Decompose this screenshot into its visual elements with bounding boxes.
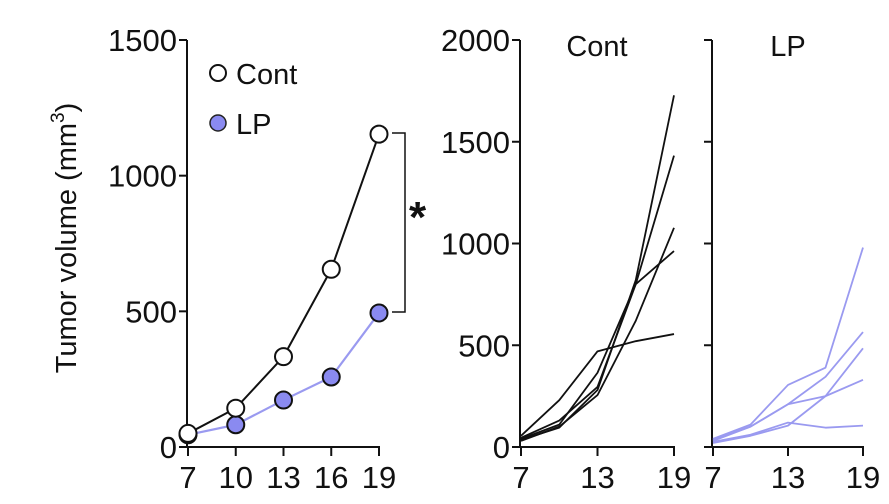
data-point-cont bbox=[178, 423, 198, 443]
y-tick-label: 500 bbox=[125, 294, 177, 329]
series-line-cont bbox=[187, 133, 380, 435]
y-tick-label: 1500 bbox=[108, 23, 177, 58]
panel-mean-growth: 0 500 1000 1500 7 10 13 16 19 bbox=[108, 23, 396, 495]
panel-individual-lp: 7 13 19 bbox=[704, 39, 880, 495]
series-line-lp-4 bbox=[712, 379, 864, 442]
series-line-cont-2 bbox=[520, 155, 675, 440]
series-line-lp-3 bbox=[712, 347, 864, 444]
series-line-cont-4 bbox=[520, 250, 675, 439]
x-tick-label: 13 bbox=[580, 460, 614, 495]
x-tick-label: 13 bbox=[266, 460, 300, 495]
x-tick-label: 10 bbox=[219, 460, 253, 495]
series-line-lp-5 bbox=[712, 421, 864, 443]
panel-title-cont: Cont bbox=[566, 31, 627, 63]
y-tick-label: 1000 bbox=[108, 159, 177, 194]
data-point-cont bbox=[321, 259, 341, 279]
series-line-lp bbox=[187, 312, 380, 436]
significance-bracket-line bbox=[392, 132, 406, 313]
x-tick-label: 13 bbox=[771, 460, 805, 495]
legend-label-lp: LP bbox=[236, 109, 271, 141]
legend-marker-cont bbox=[209, 64, 227, 82]
data-point-cont bbox=[226, 398, 246, 418]
y-tick-label: 0 bbox=[160, 430, 177, 465]
y-tick-label: 1000 bbox=[441, 227, 510, 262]
significance-bracket: * bbox=[392, 132, 427, 313]
y-axis-title-superscript: 3 bbox=[48, 112, 69, 123]
y-tick-label: 1500 bbox=[441, 125, 510, 160]
panel-title-lp: LP bbox=[770, 31, 805, 63]
significance-asterisk: * bbox=[409, 193, 427, 242]
y-tick-label: 2000 bbox=[441, 23, 510, 58]
legend-label-cont: Cont bbox=[236, 59, 297, 91]
x-tick-label: 7 bbox=[704, 460, 721, 495]
data-point-cont bbox=[274, 347, 293, 367]
series-line-cont-5 bbox=[520, 333, 675, 437]
y-tick-label: 500 bbox=[458, 328, 510, 363]
series-line-lp-1 bbox=[712, 247, 864, 440]
x-tick-label: 16 bbox=[314, 460, 348, 495]
legend: Cont LP bbox=[209, 59, 297, 141]
y-axis-title-close: ) bbox=[51, 103, 83, 113]
x-tick-label: 7 bbox=[179, 460, 196, 495]
legend-marker-lp bbox=[209, 114, 227, 132]
series-line-cont-1 bbox=[520, 95, 675, 441]
data-point-lp bbox=[274, 390, 293, 410]
data-point-cont bbox=[369, 124, 389, 144]
data-point-lp bbox=[321, 367, 341, 387]
x-tick-label: 19 bbox=[362, 460, 396, 495]
panel-individual-cont: 0 500 1000 1500 2000 7 13 19 bbox=[441, 23, 691, 495]
data-point-lp bbox=[369, 303, 389, 323]
x-tick-label: 19 bbox=[846, 460, 880, 495]
x-tick-label: 7 bbox=[512, 460, 529, 495]
y-axis-title-main: Tumor volume (mm bbox=[51, 123, 83, 373]
y-axis-title: Tumor volume (mm3) bbox=[48, 103, 83, 374]
series-line-cont-3 bbox=[520, 227, 675, 442]
data-point-lp bbox=[226, 415, 246, 435]
x-tick-label: 19 bbox=[657, 460, 691, 495]
y-tick-label: 0 bbox=[493, 430, 510, 465]
